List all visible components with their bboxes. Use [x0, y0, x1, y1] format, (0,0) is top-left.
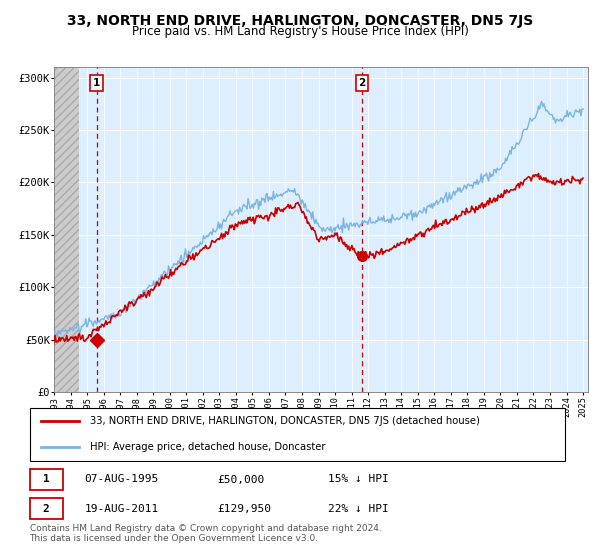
Text: 2: 2	[358, 78, 365, 88]
Text: 33, NORTH END DRIVE, HARLINGTON, DONCASTER, DN5 7JS: 33, NORTH END DRIVE, HARLINGTON, DONCAST…	[67, 14, 533, 28]
Text: 2: 2	[43, 504, 49, 514]
Text: 07-AUG-1995: 07-AUG-1995	[85, 474, 159, 484]
Text: HPI: Average price, detached house, Doncaster: HPI: Average price, detached house, Donc…	[90, 442, 326, 452]
Text: 1: 1	[93, 78, 100, 88]
Text: £50,000: £50,000	[217, 474, 265, 484]
FancyBboxPatch shape	[29, 498, 62, 520]
Text: 19-AUG-2011: 19-AUG-2011	[85, 504, 159, 514]
Text: Contains HM Land Registry data © Crown copyright and database right 2024.
This d: Contains HM Land Registry data © Crown c…	[29, 524, 381, 543]
Bar	[54, 67, 79, 392]
FancyBboxPatch shape	[29, 469, 62, 490]
Text: 15% ↓ HPI: 15% ↓ HPI	[328, 474, 388, 484]
Text: 33, NORTH END DRIVE, HARLINGTON, DONCASTER, DN5 7JS (detached house): 33, NORTH END DRIVE, HARLINGTON, DONCAST…	[90, 416, 480, 426]
Text: Price paid vs. HM Land Registry's House Price Index (HPI): Price paid vs. HM Land Registry's House …	[131, 25, 469, 38]
Text: 1: 1	[43, 474, 49, 484]
FancyBboxPatch shape	[29, 408, 565, 461]
Text: 22% ↓ HPI: 22% ↓ HPI	[328, 504, 388, 514]
Text: £129,950: £129,950	[217, 504, 271, 514]
